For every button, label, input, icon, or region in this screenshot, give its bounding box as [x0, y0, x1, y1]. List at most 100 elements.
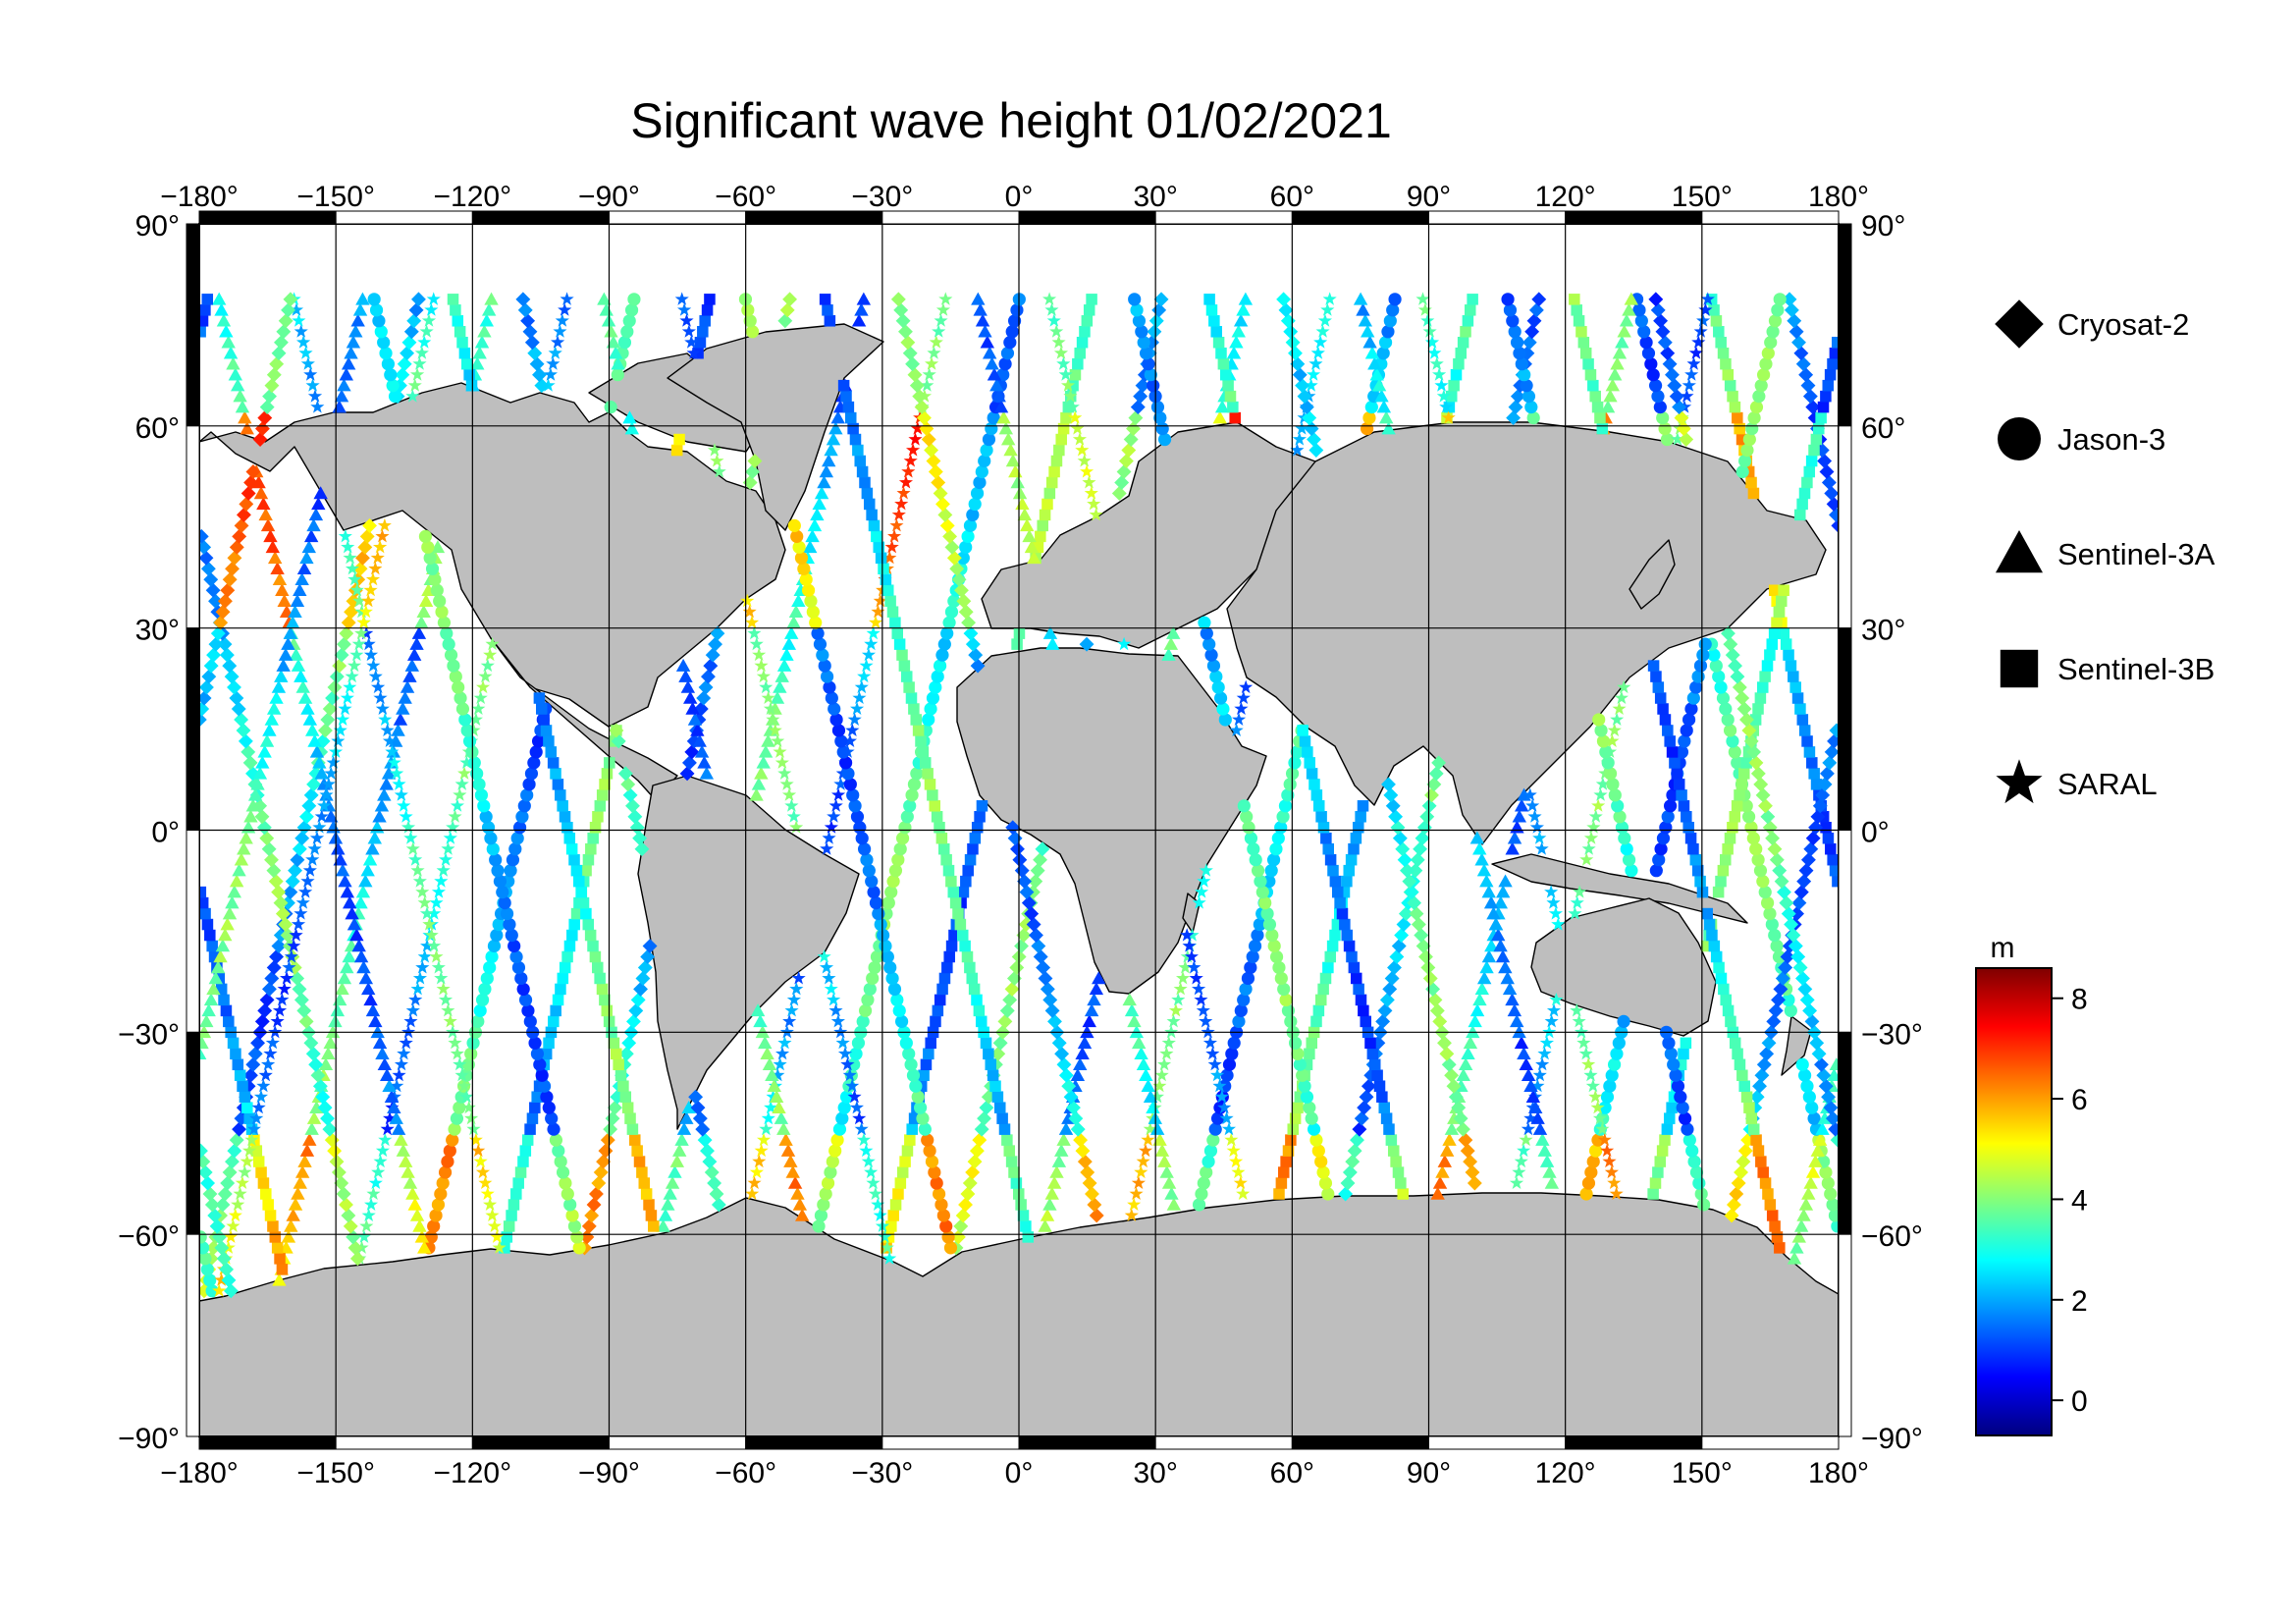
wave-height-obs-marker [1584, 1165, 1598, 1179]
wave-height-obs-marker [268, 1024, 283, 1039]
wave-height-obs-marker [1237, 799, 1251, 813]
wave-height-obs-marker [1290, 443, 1305, 457]
wave-height-obs-marker [259, 831, 275, 846]
legend-item-label: Sentinel-3B [2057, 652, 2215, 686]
wave-height-obs-marker [778, 1132, 793, 1146]
wave-height-obs-marker [934, 821, 945, 834]
wave-height-obs-marker [1445, 390, 1458, 403]
wave-height-obs-marker [1042, 992, 1058, 1007]
wave-height-obs-marker [943, 950, 955, 963]
wave-height-obs-marker [1821, 1176, 1835, 1190]
wave-height-obs-marker [1294, 1091, 1307, 1103]
wave-height-obs-marker [1734, 1164, 1748, 1180]
wave-height-obs-marker [1378, 336, 1393, 350]
wave-height-obs-marker [236, 723, 251, 738]
wave-height-obs-marker [1278, 799, 1293, 813]
wave-height-obs-marker [367, 831, 383, 844]
wave-height-obs-marker [1350, 1132, 1364, 1148]
wave-height-obs-marker [296, 562, 312, 575]
wave-height-obs-marker [926, 691, 940, 705]
wave-height-obs-marker [1020, 1220, 1032, 1232]
wave-height-obs-marker [1232, 1014, 1246, 1028]
wave-height-obs-marker [1128, 410, 1144, 426]
wave-height-obs-marker [822, 304, 833, 316]
wave-height-obs-marker [1370, 1035, 1386, 1051]
wave-height-obs-marker [1586, 820, 1601, 834]
wave-height-obs-marker [677, 302, 692, 316]
wave-height-obs-marker [1632, 303, 1646, 317]
wave-height-obs-marker [1831, 1219, 1839, 1233]
wave-height-obs-marker [885, 1220, 897, 1232]
wave-height-obs-marker [1003, 1145, 1016, 1157]
wave-height-obs-marker [1244, 960, 1257, 975]
wave-height-obs-marker [977, 1110, 991, 1126]
wave-height-obs-marker [686, 346, 701, 359]
wave-height-obs-marker [1222, 1057, 1237, 1071]
wave-height-obs-marker [1801, 735, 1813, 747]
wave-height-obs-marker [1777, 885, 1791, 900]
wave-height-obs-marker [1111, 486, 1127, 501]
wave-height-obs-marker [1743, 733, 1759, 749]
wave-height-obs-marker [375, 1143, 390, 1158]
wave-height-obs-marker [1522, 335, 1537, 351]
wave-height-obs-marker [1139, 347, 1153, 360]
wave-height-obs-marker [1479, 960, 1494, 974]
wave-height-obs-marker [1610, 356, 1625, 370]
wave-height-obs-marker [307, 841, 322, 855]
wave-height-obs-marker [968, 497, 982, 512]
wave-height-obs-marker [1469, 1003, 1485, 1017]
wave-height-obs-marker [374, 798, 390, 812]
wave-height-obs-marker [1329, 875, 1342, 888]
wave-height-obs-marker [218, 994, 230, 1006]
wave-height-obs-marker [1508, 325, 1522, 339]
wave-height-obs-marker [911, 1090, 925, 1104]
wave-height-obs-marker [485, 636, 500, 651]
wave-height-obs-marker [991, 1091, 1004, 1103]
wave-height-obs-marker [1698, 637, 1712, 651]
wave-height-obs-marker [1790, 949, 1806, 964]
wave-height-obs-marker [774, 1110, 789, 1124]
wave-height-obs-marker [980, 335, 995, 349]
wave-height-obs-marker [431, 885, 446, 898]
wave-height-obs-marker [1244, 832, 1258, 845]
wave-height-obs-marker [1720, 357, 1732, 370]
wave-height-obs-marker [631, 1145, 643, 1157]
wave-height-obs-marker [517, 302, 533, 318]
wave-height-obs-marker [1481, 885, 1496, 898]
wave-height-obs-marker [358, 874, 373, 888]
wave-height-obs-marker [227, 1143, 242, 1159]
wave-height-obs-marker [1426, 777, 1442, 792]
wave-height-obs-marker [288, 1197, 303, 1211]
wave-height-obs-marker [362, 517, 378, 533]
wave-height-obs-marker [443, 831, 457, 844]
wave-height-obs-marker [303, 787, 319, 803]
wave-height-obs-marker [884, 595, 896, 607]
wave-height-obs-marker [276, 658, 291, 672]
wave-height-obs-marker [1453, 1110, 1468, 1126]
wave-height-obs-marker [1594, 411, 1606, 424]
wave-height-obs-marker [1089, 982, 1104, 996]
wave-height-obs-marker [227, 550, 242, 566]
wave-height-obs-marker [1442, 1132, 1457, 1146]
wave-height-obs-marker [256, 820, 272, 836]
wave-height-obs-marker [1532, 1121, 1548, 1135]
wave-height-obs-marker [1272, 960, 1286, 975]
wave-height-obs-marker [597, 292, 612, 305]
wave-height-obs-marker [349, 582, 364, 597]
wave-height-obs-marker [980, 443, 993, 458]
wave-height-obs-marker [844, 411, 857, 424]
wave-height-obs-marker [577, 896, 590, 909]
wave-height-obs-marker [776, 1121, 791, 1135]
wave-height-obs-marker [1206, 1133, 1220, 1147]
wave-height-obs-marker [1299, 735, 1311, 747]
wave-height-obs-marker [408, 993, 423, 1006]
wave-height-obs-marker [1146, 1100, 1160, 1113]
wave-height-obs-marker [274, 669, 289, 682]
wave-height-obs-marker [1018, 917, 1034, 932]
wave-height-obs-marker [1508, 400, 1523, 415]
wave-height-obs-marker [1691, 670, 1705, 683]
wave-height-obs-marker [1581, 1176, 1596, 1190]
wave-height-obs-marker [1373, 1080, 1386, 1092]
wave-height-obs-marker [1692, 1176, 1706, 1190]
wave-height-obs-marker [1456, 1121, 1470, 1137]
